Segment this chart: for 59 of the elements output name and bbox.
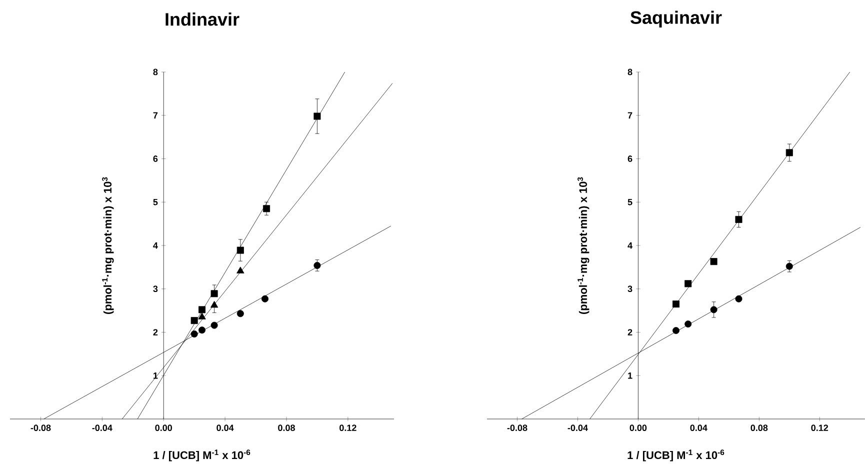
point: [210, 290, 218, 298]
point: [735, 295, 742, 302]
point: [684, 280, 692, 288]
y-tick-label: 2: [628, 329, 632, 336]
point: [261, 295, 268, 302]
y-axis-title: (pmol$^{-1}$·mg prot·min) x 10$^{3}$: [102, 177, 114, 314]
point: [198, 312, 206, 320]
x-tick-label: 0.00: [155, 424, 172, 432]
y-tick-label: 4: [153, 242, 158, 249]
x-tick-label: -0.04: [568, 424, 588, 432]
point: [198, 306, 206, 314]
x-tick-label: 0.08: [278, 424, 295, 432]
x-tick-label: -0.04: [92, 424, 112, 432]
chart-title: Indinavir: [166, 12, 240, 26]
point: [684, 320, 692, 328]
point: [190, 317, 198, 324]
x-tick-label: 0.00: [630, 424, 647, 432]
point: [672, 300, 680, 308]
point: [314, 112, 321, 120]
x-tick-label: 0.08: [750, 424, 768, 432]
point: [236, 310, 244, 318]
x-tick-label: 0.04: [690, 424, 708, 432]
chart-title: Saquinavir: [630, 10, 722, 28]
point: [210, 300, 218, 308]
y-tick-label: 1: [628, 372, 632, 379]
y-tick-label: 3: [153, 286, 158, 292]
point: [786, 149, 793, 156]
point: [786, 262, 793, 270]
x-tick-label: -0.08: [30, 424, 51, 432]
y-tick-label: 7: [628, 112, 632, 118]
x-axis-title: 1 / [UCB] M$^{-1}$ x 10$^{-6}$: [154, 450, 250, 462]
y-tick-label: 7: [153, 112, 158, 118]
y-tick-label: 4: [628, 242, 632, 249]
y-tick-label: 2: [153, 329, 158, 336]
point: [210, 322, 218, 329]
y-tick-label: 1: [154, 372, 158, 379]
y-tick-label: 6: [153, 156, 158, 162]
y-tick-label: 8: [628, 68, 632, 76]
y-axis-title: (pmol$^{-1}$·mg prot·min) x 10$^{3}$: [578, 177, 590, 314]
point: [735, 216, 742, 223]
point: [710, 306, 718, 314]
point: [198, 326, 206, 334]
y-tick-label: 3: [628, 286, 632, 292]
point: [672, 327, 680, 334]
x-tick-label: 0.04: [216, 424, 234, 432]
x-tick-label: -0.08: [507, 424, 528, 432]
y-tick-label: 5: [628, 198, 632, 206]
point: [263, 205, 270, 212]
point: [236, 246, 244, 254]
point: [710, 258, 718, 266]
y-tick-label: 6: [628, 156, 632, 162]
x-tick-label: 0.12: [811, 424, 828, 432]
y-tick-label: 8: [153, 68, 158, 76]
y-tick-label: 5: [153, 198, 158, 206]
x-axis-title: 1 / [UCB] M$^{-1}$ x 10$^{-6}$: [628, 450, 724, 462]
point: [190, 330, 198, 338]
x-tick-label: 0.12: [340, 424, 356, 432]
point: [314, 262, 321, 269]
point: [236, 266, 244, 274]
